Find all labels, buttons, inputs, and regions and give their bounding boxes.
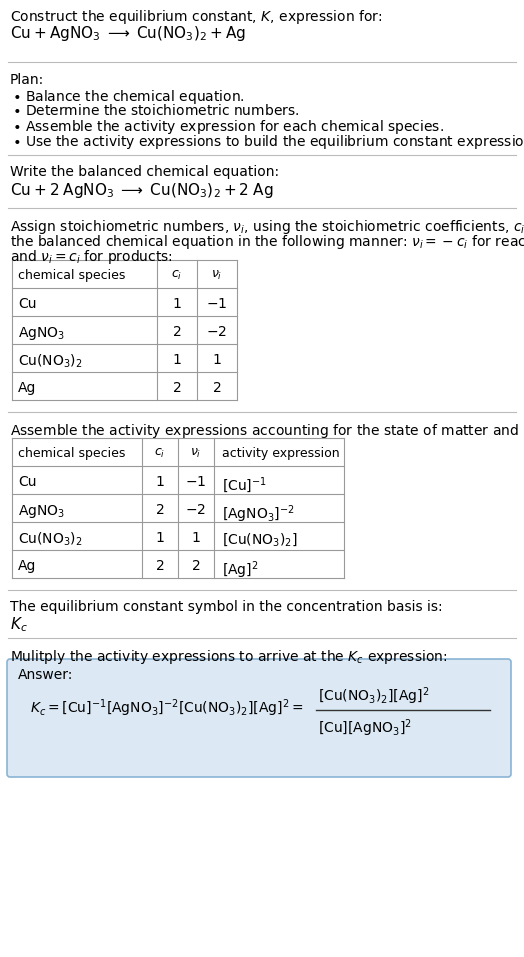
Text: 1: 1 [213,353,222,367]
Text: $\mathrm{Cu + AgNO_3 \;\longrightarrow\; Cu(NO_3)_2 + Ag}$: $\mathrm{Cu + AgNO_3 \;\longrightarrow\;… [10,24,246,43]
Text: $\mathrm{AgNO_3}$: $\mathrm{AgNO_3}$ [18,503,65,520]
Text: Write the balanced chemical equation:: Write the balanced chemical equation: [10,165,279,179]
Text: $[\mathrm{Ag}]^2$: $[\mathrm{Ag}]^2$ [222,559,258,581]
Text: $\mathrm{Cu + 2\;AgNO_3 \;\longrightarrow\; Cu(NO_3)_2 + 2\;Ag}$: $\mathrm{Cu + 2\;AgNO_3 \;\longrightarro… [10,181,274,200]
Text: $\mathrm{Cu(NO_3)_2}$: $\mathrm{Cu(NO_3)_2}$ [18,353,83,370]
Text: Answer:: Answer: [18,668,73,682]
Text: $-1$: $-1$ [185,475,206,489]
Text: $[\mathrm{Cu(NO_3)_2}]$: $[\mathrm{Cu(NO_3)_2}]$ [222,531,298,547]
Text: Mulitply the activity expressions to arrive at the $K_c$ expression:: Mulitply the activity expressions to arr… [10,648,447,666]
Text: $[\mathrm{AgNO_3}]^{-2}$: $[\mathrm{AgNO_3}]^{-2}$ [222,503,294,524]
Text: $K_c$: $K_c$ [10,615,28,634]
Text: 1: 1 [172,353,181,367]
Text: $\nu_i$: $\nu_i$ [211,269,223,282]
Text: Assign stoichiometric numbers, $\nu_i$, using the stoichiometric coefficients, $: Assign stoichiometric numbers, $\nu_i$, … [10,218,524,236]
Text: Cu: Cu [18,297,37,311]
Text: 2: 2 [192,559,200,573]
Text: $-2$: $-2$ [185,503,206,517]
Text: Cu: Cu [18,475,37,489]
Text: $[\mathrm{Cu(NO_3)_2}][\mathrm{Ag}]^2$: $[\mathrm{Cu(NO_3)_2}][\mathrm{Ag}]^2$ [318,685,429,707]
Text: $\mathrm{AgNO_3}$: $\mathrm{AgNO_3}$ [18,325,65,342]
Text: $c_i$: $c_i$ [171,269,183,282]
Text: Assemble the activity expressions accounting for the state of matter and $\nu_i$: Assemble the activity expressions accoun… [10,422,524,440]
Text: $[\mathrm{Cu}]^{-1}$: $[\mathrm{Cu}]^{-1}$ [222,475,267,495]
Text: 1: 1 [172,297,181,311]
Text: chemical species: chemical species [18,269,125,282]
Text: 2: 2 [156,503,165,517]
Text: the balanced chemical equation in the following manner: $\nu_i = -c_i$ for react: the balanced chemical equation in the fo… [10,233,524,251]
Text: $[\mathrm{Cu}][\mathrm{AgNO_3}]^2$: $[\mathrm{Cu}][\mathrm{AgNO_3}]^2$ [318,717,412,739]
Text: activity expression: activity expression [222,447,340,460]
Text: 1: 1 [192,531,201,545]
Text: Construct the equilibrium constant, $K$, expression for:: Construct the equilibrium constant, $K$,… [10,8,383,26]
Text: chemical species: chemical species [18,447,125,460]
Text: 1: 1 [156,531,165,545]
Text: and $\nu_i = c_i$ for products:: and $\nu_i = c_i$ for products: [10,248,173,266]
Text: $\bullet$ Balance the chemical equation.: $\bullet$ Balance the chemical equation. [12,88,245,106]
Text: $K_c = [\mathrm{Cu}]^{-1} [\mathrm{AgNO_3}]^{-2} [\mathrm{Cu(NO_3)_2}][\mathrm{A: $K_c = [\mathrm{Cu}]^{-1} [\mathrm{AgNO_… [30,698,303,719]
Text: $\nu_i$: $\nu_i$ [190,447,202,460]
Text: $-2$: $-2$ [206,325,227,339]
Text: 2: 2 [156,559,165,573]
Text: 2: 2 [172,325,181,339]
Text: $c_i$: $c_i$ [155,447,166,460]
Text: $\mathrm{Cu(NO_3)_2}$: $\mathrm{Cu(NO_3)_2}$ [18,531,83,548]
Text: 2: 2 [172,381,181,395]
Text: $\bullet$ Use the activity expressions to build the equilibrium constant express: $\bullet$ Use the activity expressions t… [12,133,524,151]
Text: $-1$: $-1$ [206,297,227,311]
Text: $\bullet$ Determine the stoichiometric numbers.: $\bullet$ Determine the stoichiometric n… [12,103,299,118]
FancyBboxPatch shape [7,659,511,777]
Text: The equilibrium constant symbol in the concentration basis is:: The equilibrium constant symbol in the c… [10,600,443,614]
Text: Ag: Ag [18,559,36,573]
Text: $\bullet$ Assemble the activity expression for each chemical species.: $\bullet$ Assemble the activity expressi… [12,118,444,136]
Text: 1: 1 [156,475,165,489]
Text: Ag: Ag [18,381,36,395]
Text: Plan:: Plan: [10,73,44,87]
Text: 2: 2 [213,381,221,395]
